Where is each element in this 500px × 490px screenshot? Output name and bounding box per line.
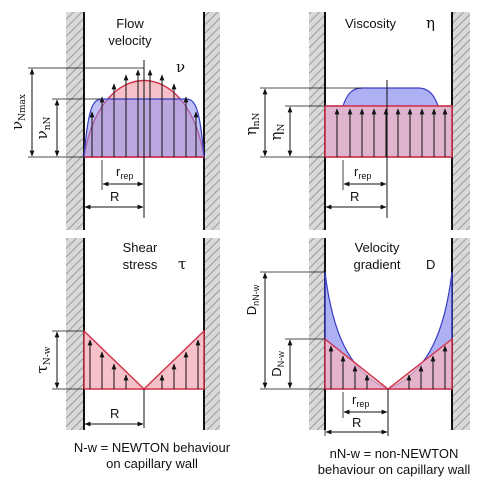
symbol-tau: τ <box>178 255 186 273</box>
capillary-wall-right <box>452 238 470 430</box>
label-D-nNw: D <box>244 306 259 315</box>
label-D-Nw: D <box>269 367 284 376</box>
label-eta-nN: η <box>242 126 260 135</box>
svg-text:rrep: rrep <box>116 164 133 181</box>
label-r-rep: r <box>354 164 359 179</box>
label-r-rep: r <box>352 392 357 407</box>
svg-text:ηN: ηN <box>267 123 287 140</box>
shear-arrows <box>87 339 201 389</box>
svg-text:νNmax: νNmax <box>8 94 28 130</box>
capillary-wall-left <box>309 12 325 230</box>
capillary-wall-right <box>452 12 470 230</box>
panel-velocity-gradient: DnN-w DN-w rrep R Velocity gradient D <box>244 238 470 436</box>
label-v-nmax-sub: Nmax <box>18 94 28 121</box>
title-line1: Flow <box>116 16 144 31</box>
label-D-nNw-sub: nN-w <box>251 284 261 306</box>
label-v-nN: ν <box>33 130 51 139</box>
title-line1: Shear <box>123 240 158 255</box>
label-eta-N-sub: N <box>277 123 287 131</box>
label-r-rep: r <box>116 164 121 179</box>
symbol-nu: ν <box>176 58 185 76</box>
label-tau: τ <box>33 365 51 373</box>
footnote-left-line2: on capillary wall <box>106 456 198 471</box>
svg-text:rrep: rrep <box>354 164 371 181</box>
capillary-wall-left <box>66 238 84 430</box>
label-r-rep-sub: rep <box>356 399 369 409</box>
title-viscosity: Viscosity <box>345 16 397 31</box>
svg-text:DnN-w: DnN-w <box>244 284 261 315</box>
footnote-right-line2: behaviour on capillary wall <box>318 462 471 477</box>
capillary-wall-right <box>204 238 220 430</box>
label-r-rep-sub: rep <box>120 171 133 181</box>
label-tau-sub: N-w <box>43 346 53 365</box>
newton-gradient-right <box>385 337 453 390</box>
svg-text:rrep: rrep <box>352 392 369 409</box>
velocity-arrows <box>89 69 199 157</box>
svg-text:νnN: νnN <box>33 116 53 139</box>
capillary-wall-right <box>204 12 220 230</box>
gradient-arrows <box>328 345 448 389</box>
footnote-left-line1: N-w = NEWTON behaviour <box>74 440 231 455</box>
label-eta-nN-sub: nN <box>252 113 262 127</box>
viscosity-arrows <box>334 108 448 157</box>
label-r-rep-sub: rep <box>358 171 371 181</box>
label-R: R <box>110 189 119 204</box>
symbol-D: D <box>426 257 435 272</box>
title-line2: gradient <box>354 257 401 272</box>
title-line2: stress <box>123 257 158 272</box>
svg-text:ηnN: ηnN <box>242 113 262 136</box>
label-R: R <box>352 415 361 430</box>
capillary-wall-left <box>66 12 84 230</box>
newton-gradient-left <box>324 337 391 390</box>
title-line2: velocity <box>108 33 152 48</box>
footnote-right-line1: nN-w = non-NEWTON <box>330 446 459 461</box>
title-line1: Velocity <box>355 240 400 255</box>
label-eta-N: η <box>267 131 285 140</box>
panel-viscosity: ηnN ηN rrep R Viscosity η <box>242 12 470 230</box>
label-v-nmax: ν <box>8 121 26 130</box>
label-R: R <box>110 406 119 421</box>
label-D-Nw-sub: N-w <box>276 351 286 367</box>
label-v-nN-sub: nN <box>43 116 53 130</box>
capillary-wall-left <box>309 238 325 430</box>
svg-text:τN-w: τN-w <box>33 346 53 373</box>
panel-flow-velocity: νNmax νnN rrep R Flow velocity ν <box>8 12 220 230</box>
svg-text:DN-w: DN-w <box>269 351 286 377</box>
panel-shear-stress: τN-w R Shear stress τ <box>33 238 220 430</box>
symbol-eta: η <box>426 14 435 32</box>
newton-viscosity-profile <box>324 105 453 158</box>
label-R: R <box>350 189 359 204</box>
